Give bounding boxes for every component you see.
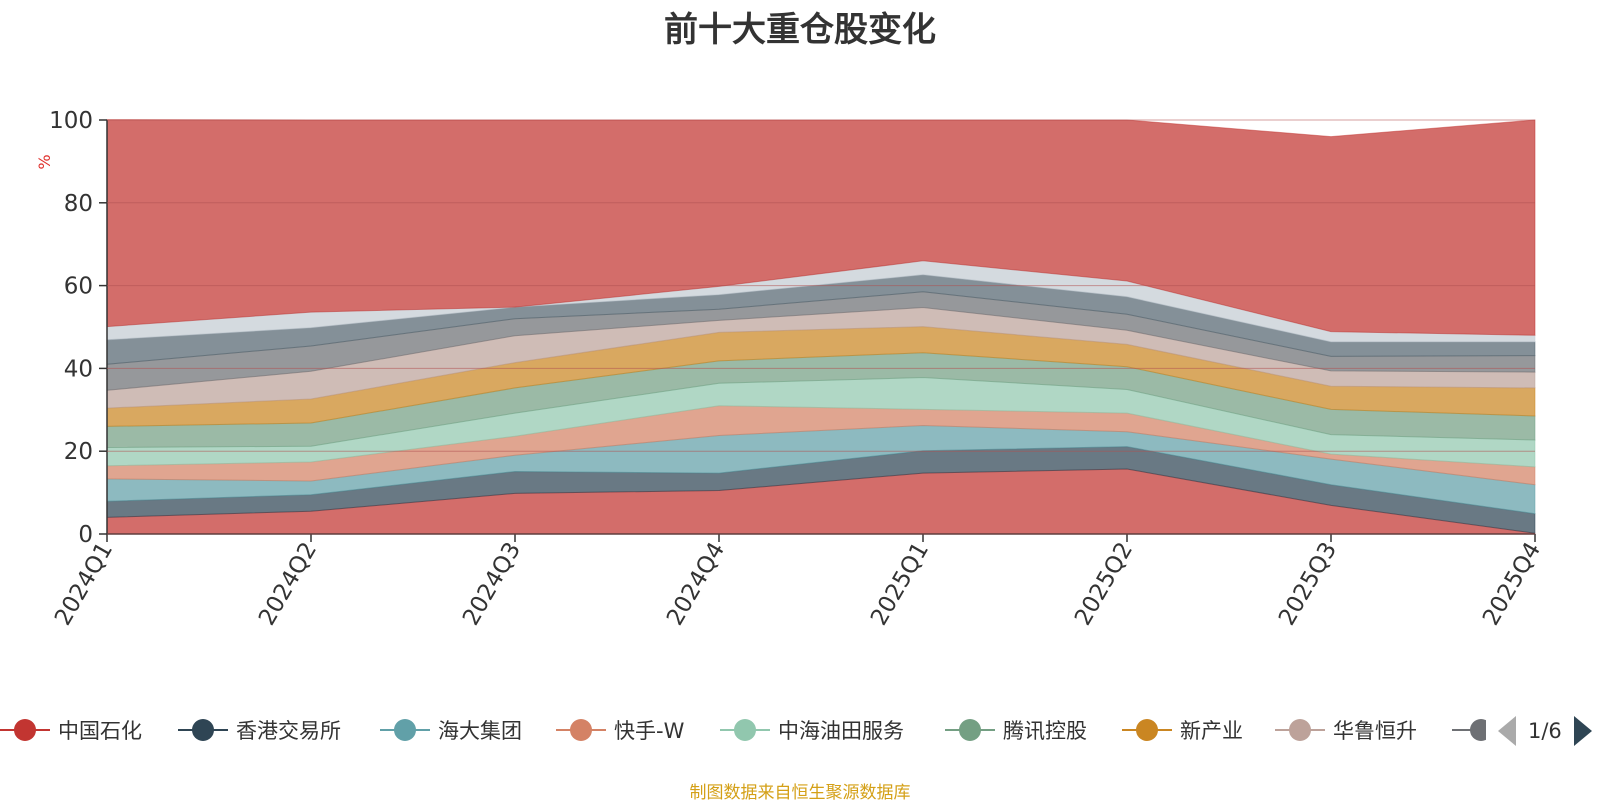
legend-next-icon[interactable] <box>1573 716 1592 746</box>
legend-item[interactable]: 海大集团 <box>380 712 522 748</box>
legend-label: 新产业 <box>1180 719 1243 743</box>
legend-label: 香港交易所 <box>236 719 341 743</box>
y-tick-label: 40 <box>64 356 93 382</box>
legend-item[interactable]: 中海油田服务 <box>720 712 904 748</box>
legend-label: 腾讯控股 <box>1003 719 1087 743</box>
legend-label: 中国石化 <box>58 719 142 743</box>
legend-marker-icon <box>720 715 770 745</box>
legend-marker-icon <box>1275 715 1325 745</box>
legend-pager: 1/6 <box>1498 716 1592 746</box>
y-tick-label: 80 <box>64 191 93 217</box>
legend-item[interactable]: 香港交易所 <box>178 712 341 748</box>
legend-item[interactable]: 中国石化 <box>0 712 142 748</box>
y-tick-label: 60 <box>64 274 93 300</box>
chart-canvas: 0 20 40 60 80 100 2024Q1 2024Q2 2024Q3 2024Q4 2025… <box>35 108 1546 630</box>
x-tick-label: 2024Q4 <box>662 538 730 630</box>
x-tick-label: 2025Q3 <box>1274 538 1342 630</box>
legend-marker-icon <box>1452 715 1486 745</box>
source-note: 制图数据来自恒生聚源数据库 <box>689 783 911 803</box>
legend-prev-icon[interactable] <box>1498 716 1516 746</box>
grid <box>107 119 1535 535</box>
x-tick-label: 2024Q3 <box>458 538 526 630</box>
y-axis-unit-label: % <box>35 154 54 169</box>
x-tick-label: 2024Q2 <box>254 538 322 630</box>
x-tick-label: 2025Q1 <box>866 538 934 630</box>
legend-marker-icon <box>556 715 606 745</box>
legend-marker-icon <box>945 715 995 745</box>
legend-label: 海大集团 <box>438 719 522 743</box>
legend: 中国石化 香港交易所 海大集团 快手-W 中海油田服务 腾讯控股 新产业 华鲁恒升 <box>0 712 1600 748</box>
legend-label: 快手-W <box>614 719 685 743</box>
legend-label: 中海油田服务 <box>778 719 904 743</box>
legend-marker-icon <box>0 715 50 745</box>
y-tick-label: 100 <box>49 108 93 134</box>
legend-label: 华鲁恒升 <box>1333 719 1417 743</box>
legend-marker-icon <box>380 715 430 745</box>
area-series-layer <box>106 119 1536 535</box>
x-tick-label: 2024Q1 <box>50 538 118 630</box>
legend-item[interactable]: 快手-W <box>556 712 684 748</box>
legend-marker-icon <box>178 715 228 745</box>
legend-item-partial[interactable] <box>1452 712 1486 748</box>
x-tick-label: 2025Q4 <box>1478 538 1546 630</box>
legend-item[interactable]: 新产业 <box>1122 712 1243 748</box>
legend-page-indicator: 1/6 <box>1528 719 1562 743</box>
chart-title: 前十大重仓股变化 <box>664 10 936 50</box>
legend-item[interactable]: 腾讯控股 <box>945 712 1087 748</box>
x-tick-label: 2025Q2 <box>1070 538 1138 630</box>
y-tick-label: 0 <box>78 522 93 548</box>
legend-item[interactable]: 华鲁恒升 <box>1275 712 1417 748</box>
legend-marker-icon <box>1122 715 1172 745</box>
y-tick-label: 20 <box>64 439 93 465</box>
